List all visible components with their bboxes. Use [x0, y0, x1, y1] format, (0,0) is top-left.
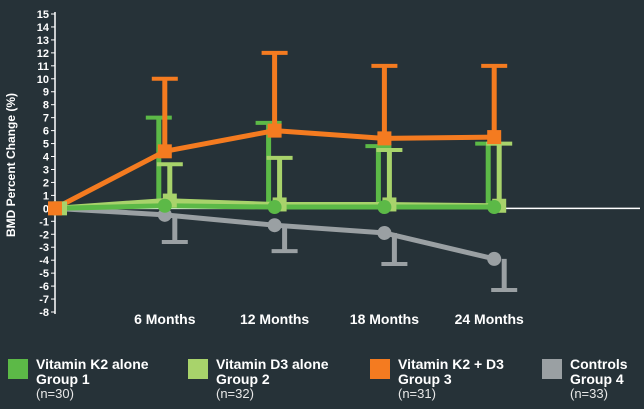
- y-tick-label: 5: [43, 139, 49, 151]
- legend-group: Group 3: [398, 371, 452, 387]
- y-tick-label: -1: [39, 216, 49, 228]
- legend-text: Controls Group 4 (n=33): [570, 357, 628, 401]
- data-point: [48, 201, 62, 216]
- y-tick-label: -8: [39, 307, 49, 319]
- y-tick-label: -2: [39, 229, 49, 241]
- series-lines: [53, 128, 495, 262]
- x-tick-label: 12 Months: [240, 311, 309, 327]
- y-tick-label: 12: [37, 48, 49, 60]
- legend-swatch: [542, 359, 562, 379]
- y-tick-label: -7: [39, 294, 49, 306]
- data-point: [157, 144, 172, 159]
- legend-n: (n=32): [216, 386, 254, 401]
- legend-group: Group 2: [216, 371, 270, 387]
- x-tick-label: 6 Months: [134, 311, 196, 327]
- y-tick-label: -6: [39, 281, 49, 293]
- data-point: [267, 218, 282, 233]
- y-tick-label: -5: [39, 268, 49, 280]
- y-tick-label: 9: [43, 87, 49, 99]
- data-point: [157, 198, 172, 213]
- series-line: [53, 128, 495, 211]
- legend-text: Vitamin K2 + D3 Group 3 (n=31): [398, 357, 504, 401]
- y-tick-label: 11: [37, 61, 49, 73]
- legend-group: Group 4: [570, 371, 624, 387]
- y-tick-label: 14: [37, 22, 50, 34]
- y-tick-label: 10: [37, 74, 49, 86]
- legend-swatch: [8, 359, 28, 379]
- legend-text: Vitamin K2 alone Group 1 (n=30): [36, 357, 149, 401]
- legend: Vitamin K2 alone Group 1 (n=30) Vitamin D3 …: [0, 357, 644, 409]
- data-point: [487, 130, 502, 145]
- series-points: [48, 123, 507, 266]
- y-tick-label: 8: [43, 100, 49, 112]
- legend-n: (n=33): [570, 386, 608, 401]
- y-tick-label: 7: [43, 113, 49, 125]
- error-bars: [145, 50, 518, 292]
- legend-n: (n=31): [398, 386, 436, 401]
- y-axis-label: BMD Percent Change (%): [4, 93, 18, 237]
- y-tick-label: 2: [43, 177, 49, 189]
- legend-name: Vitamin D3 alone: [216, 356, 329, 372]
- legend-swatch: [370, 359, 390, 379]
- x-tick-label: 18 Months: [350, 311, 419, 327]
- y-tick-label: 13: [37, 35, 49, 47]
- legend-group: Group 1: [36, 371, 90, 387]
- y-tick-label: 1: [43, 190, 49, 202]
- data-point: [377, 225, 392, 240]
- legend-swatch: [188, 359, 208, 379]
- data-point: [267, 200, 282, 215]
- y-tick-label: -4: [39, 255, 50, 267]
- data-point: [267, 123, 282, 138]
- data-point: [377, 131, 392, 146]
- y-tick-label: 15: [37, 9, 49, 21]
- y-tick-label: 3: [43, 164, 49, 176]
- legend-name: Vitamin K2 alone: [36, 356, 149, 372]
- data-point: [487, 200, 502, 215]
- x-tick-label: 24 Months: [455, 311, 524, 327]
- legend-name: Controls: [570, 356, 628, 372]
- legend-name: Vitamin K2 + D3: [398, 356, 504, 372]
- data-point: [487, 251, 502, 266]
- y-tick-label: -3: [39, 242, 49, 254]
- y-tick-label: 0: [43, 203, 49, 215]
- y-tick-label: 6: [43, 126, 49, 138]
- data-point: [377, 200, 392, 215]
- y-tick-label: 4: [43, 152, 50, 164]
- legend-text: Vitamin D3 alone Group 2 (n=32): [216, 357, 329, 401]
- legend-n: (n=30): [36, 386, 74, 401]
- x-tick-labels: 6 Months 12 Months 18 Months 24 Months: [134, 311, 524, 327]
